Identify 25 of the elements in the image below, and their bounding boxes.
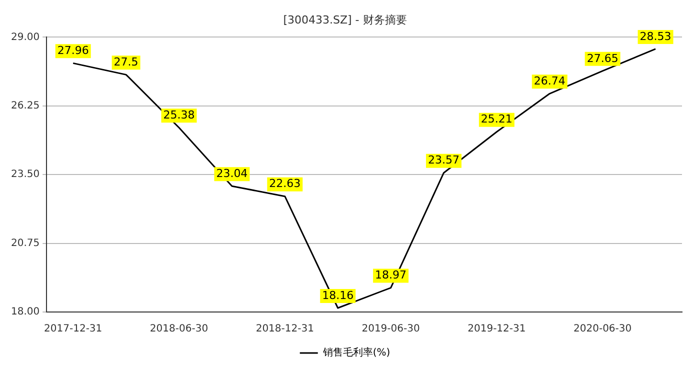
data-label: 26.74 [534,74,566,88]
y-tick-label: 23.50 [10,169,40,180]
data-label: 27.65 [586,52,618,65]
y-tick-label: 20.75 [10,238,40,249]
data-label: 23.57 [428,154,460,167]
x-tick-label: 2020-06-30 [574,324,632,335]
chart-title: [300433.SZ] - 财务摘要 [283,13,407,26]
data-label: 22.63 [269,177,301,190]
x-tick-label: 2017-12-31 [44,324,102,335]
y-tick-label: 26.25 [10,100,40,112]
data-label: 25.21 [480,112,512,126]
x-tick-label: 2019-06-30 [362,324,420,335]
legend-label: 销售毛利率(%) [322,346,390,359]
data-label: 28.53 [640,30,672,43]
data-label: 25.38 [163,108,195,122]
y-tick-label: 29.00 [10,32,40,43]
x-tick-label: 2019-12-31 [468,324,526,335]
data-label: 27.96 [57,44,89,58]
x-tick-label: 2018-06-30 [150,324,208,335]
data-label: 27.5 [114,56,138,69]
data-label: 18.16 [322,288,354,302]
data-label: 18.97 [375,268,407,282]
x-tick-label: 2018-12-31 [256,324,314,335]
y-tick-label: 18.00 [10,306,40,318]
data-label: 23.04 [216,166,248,180]
